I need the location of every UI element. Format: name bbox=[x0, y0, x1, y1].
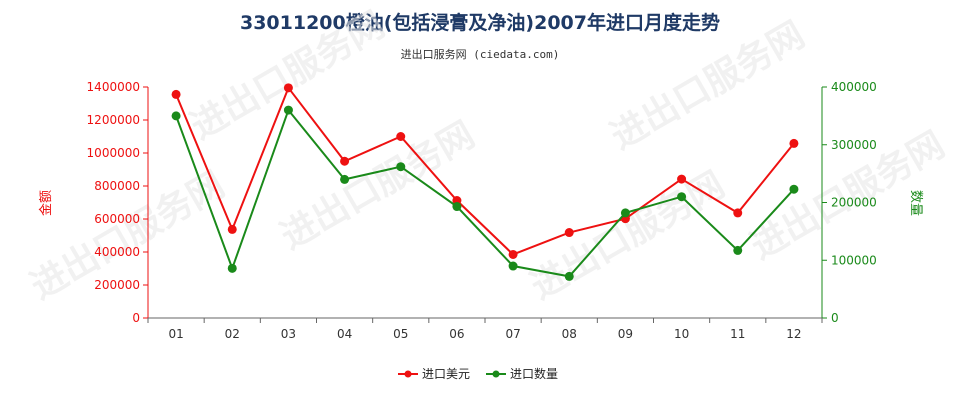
x-tick-label: 03 bbox=[281, 327, 296, 341]
series-2-point bbox=[396, 162, 406, 172]
x-tick-label: 01 bbox=[168, 327, 183, 341]
watermark-text: 进出口服务网 bbox=[604, 14, 812, 158]
series-2-point bbox=[452, 202, 462, 212]
watermark-text: 进出口服务网 bbox=[184, 4, 392, 148]
y-left-tick-label: 1200000 bbox=[87, 113, 140, 127]
y-right-tick-label: 300000 bbox=[831, 138, 877, 152]
series-1-point bbox=[733, 208, 743, 218]
series-2-point bbox=[789, 184, 799, 194]
chart-title: 33011200橙油(包括浸膏及净油)2007年进口月度走势 bbox=[239, 12, 720, 34]
y-right-tick-label: 200000 bbox=[831, 196, 877, 210]
legend-marker-2 bbox=[492, 370, 500, 378]
y-left-axis-title: 金额 bbox=[38, 190, 54, 216]
watermark-text: 进出口服务网 bbox=[274, 114, 482, 258]
y-left-tick-label: 1400000 bbox=[87, 80, 140, 94]
legend-label-2: 进口数量 bbox=[510, 366, 558, 381]
y-left-tick-label: 0 bbox=[132, 311, 140, 325]
series-2-point bbox=[171, 111, 181, 121]
series-1-point bbox=[564, 228, 574, 238]
x-tick-label: 12 bbox=[786, 327, 801, 341]
x-tick-label: 09 bbox=[618, 327, 633, 341]
series-2-point bbox=[283, 105, 293, 115]
series-1-point bbox=[171, 89, 181, 99]
series-2-point bbox=[677, 192, 687, 202]
series-layer bbox=[171, 83, 799, 281]
y-right-tick-label: 400000 bbox=[831, 80, 877, 94]
series-2-point bbox=[620, 208, 630, 218]
series-2-point bbox=[340, 174, 350, 184]
x-tick-label: 02 bbox=[225, 327, 240, 341]
y-right-tick-label: 0 bbox=[831, 311, 839, 325]
series-1-point bbox=[283, 83, 293, 93]
series-1-point bbox=[508, 249, 518, 259]
x-tick-label: 10 bbox=[674, 327, 689, 341]
y-right-tick-label: 100000 bbox=[831, 253, 877, 267]
legend-label-1: 进口美元 bbox=[422, 367, 470, 381]
x-tick-label: 04 bbox=[337, 327, 352, 341]
x-tick-label: 08 bbox=[562, 327, 577, 341]
chart-subtitle: 进出口服务网 (ciedata.com) bbox=[400, 48, 560, 61]
watermark-text: 进出口服务网 bbox=[524, 164, 732, 308]
series-1-point bbox=[677, 174, 687, 184]
series-1-point bbox=[789, 138, 799, 148]
y-right-axis-title: 数量 bbox=[908, 190, 923, 216]
series-2-point bbox=[564, 271, 574, 281]
series-1-point bbox=[340, 156, 350, 166]
series-2-point bbox=[227, 263, 237, 273]
y-left-tick-label: 800000 bbox=[94, 179, 140, 193]
series-2-point bbox=[508, 261, 518, 271]
x-tick-label: 05 bbox=[393, 327, 408, 341]
legend-marker-1 bbox=[404, 370, 412, 378]
series-1-point bbox=[227, 224, 237, 234]
series-2-point bbox=[733, 245, 743, 255]
x-tick-label: 11 bbox=[730, 327, 745, 341]
y-left-tick-label: 1000000 bbox=[87, 146, 140, 160]
y-left-tick-label: 400000 bbox=[94, 245, 140, 259]
series-1-point bbox=[396, 132, 406, 141]
y-left-tick-label: 600000 bbox=[94, 212, 140, 226]
series-line-2 bbox=[175, 108, 795, 278]
axes: 0200000400000600000800000100000012000001… bbox=[38, 80, 923, 341]
x-tick-label: 07 bbox=[505, 327, 520, 341]
x-tick-label: 06 bbox=[449, 327, 464, 341]
y-left-tick-label: 200000 bbox=[94, 278, 140, 292]
legend: 进口美元 进口数量 bbox=[398, 366, 558, 381]
series-line-1 bbox=[175, 85, 795, 256]
